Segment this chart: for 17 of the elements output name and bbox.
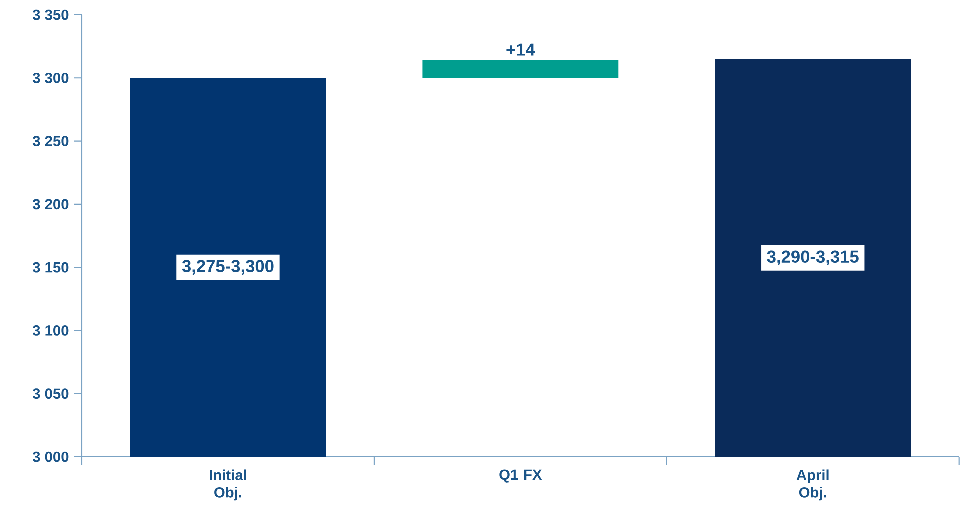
data-label: 3,290-3,315 (767, 250, 859, 266)
x-tick-label: April Obj. (796, 470, 829, 501)
y-tick-label: 3 100 (32, 326, 69, 336)
bar (130, 78, 326, 457)
y-tick-label: 3 200 (32, 199, 69, 210)
x-tick-label: Q1 FX (500, 470, 542, 483)
y-tick-label: 3 050 (32, 388, 69, 400)
bar (422, 60, 619, 78)
y-tick-label: 3 000 (32, 452, 69, 462)
x-tick-label: Initial Obj. (210, 470, 246, 501)
y-tick-label: 3 350 (32, 10, 69, 20)
y-tick-label: 3 250 (32, 136, 69, 146)
data-label: 3,275-3,300 (182, 260, 274, 275)
y-tick-label: 3 150 (32, 262, 69, 273)
bar (715, 59, 912, 457)
data-label: +14 (506, 44, 536, 56)
y-tick-label: 3 300 (32, 72, 69, 84)
